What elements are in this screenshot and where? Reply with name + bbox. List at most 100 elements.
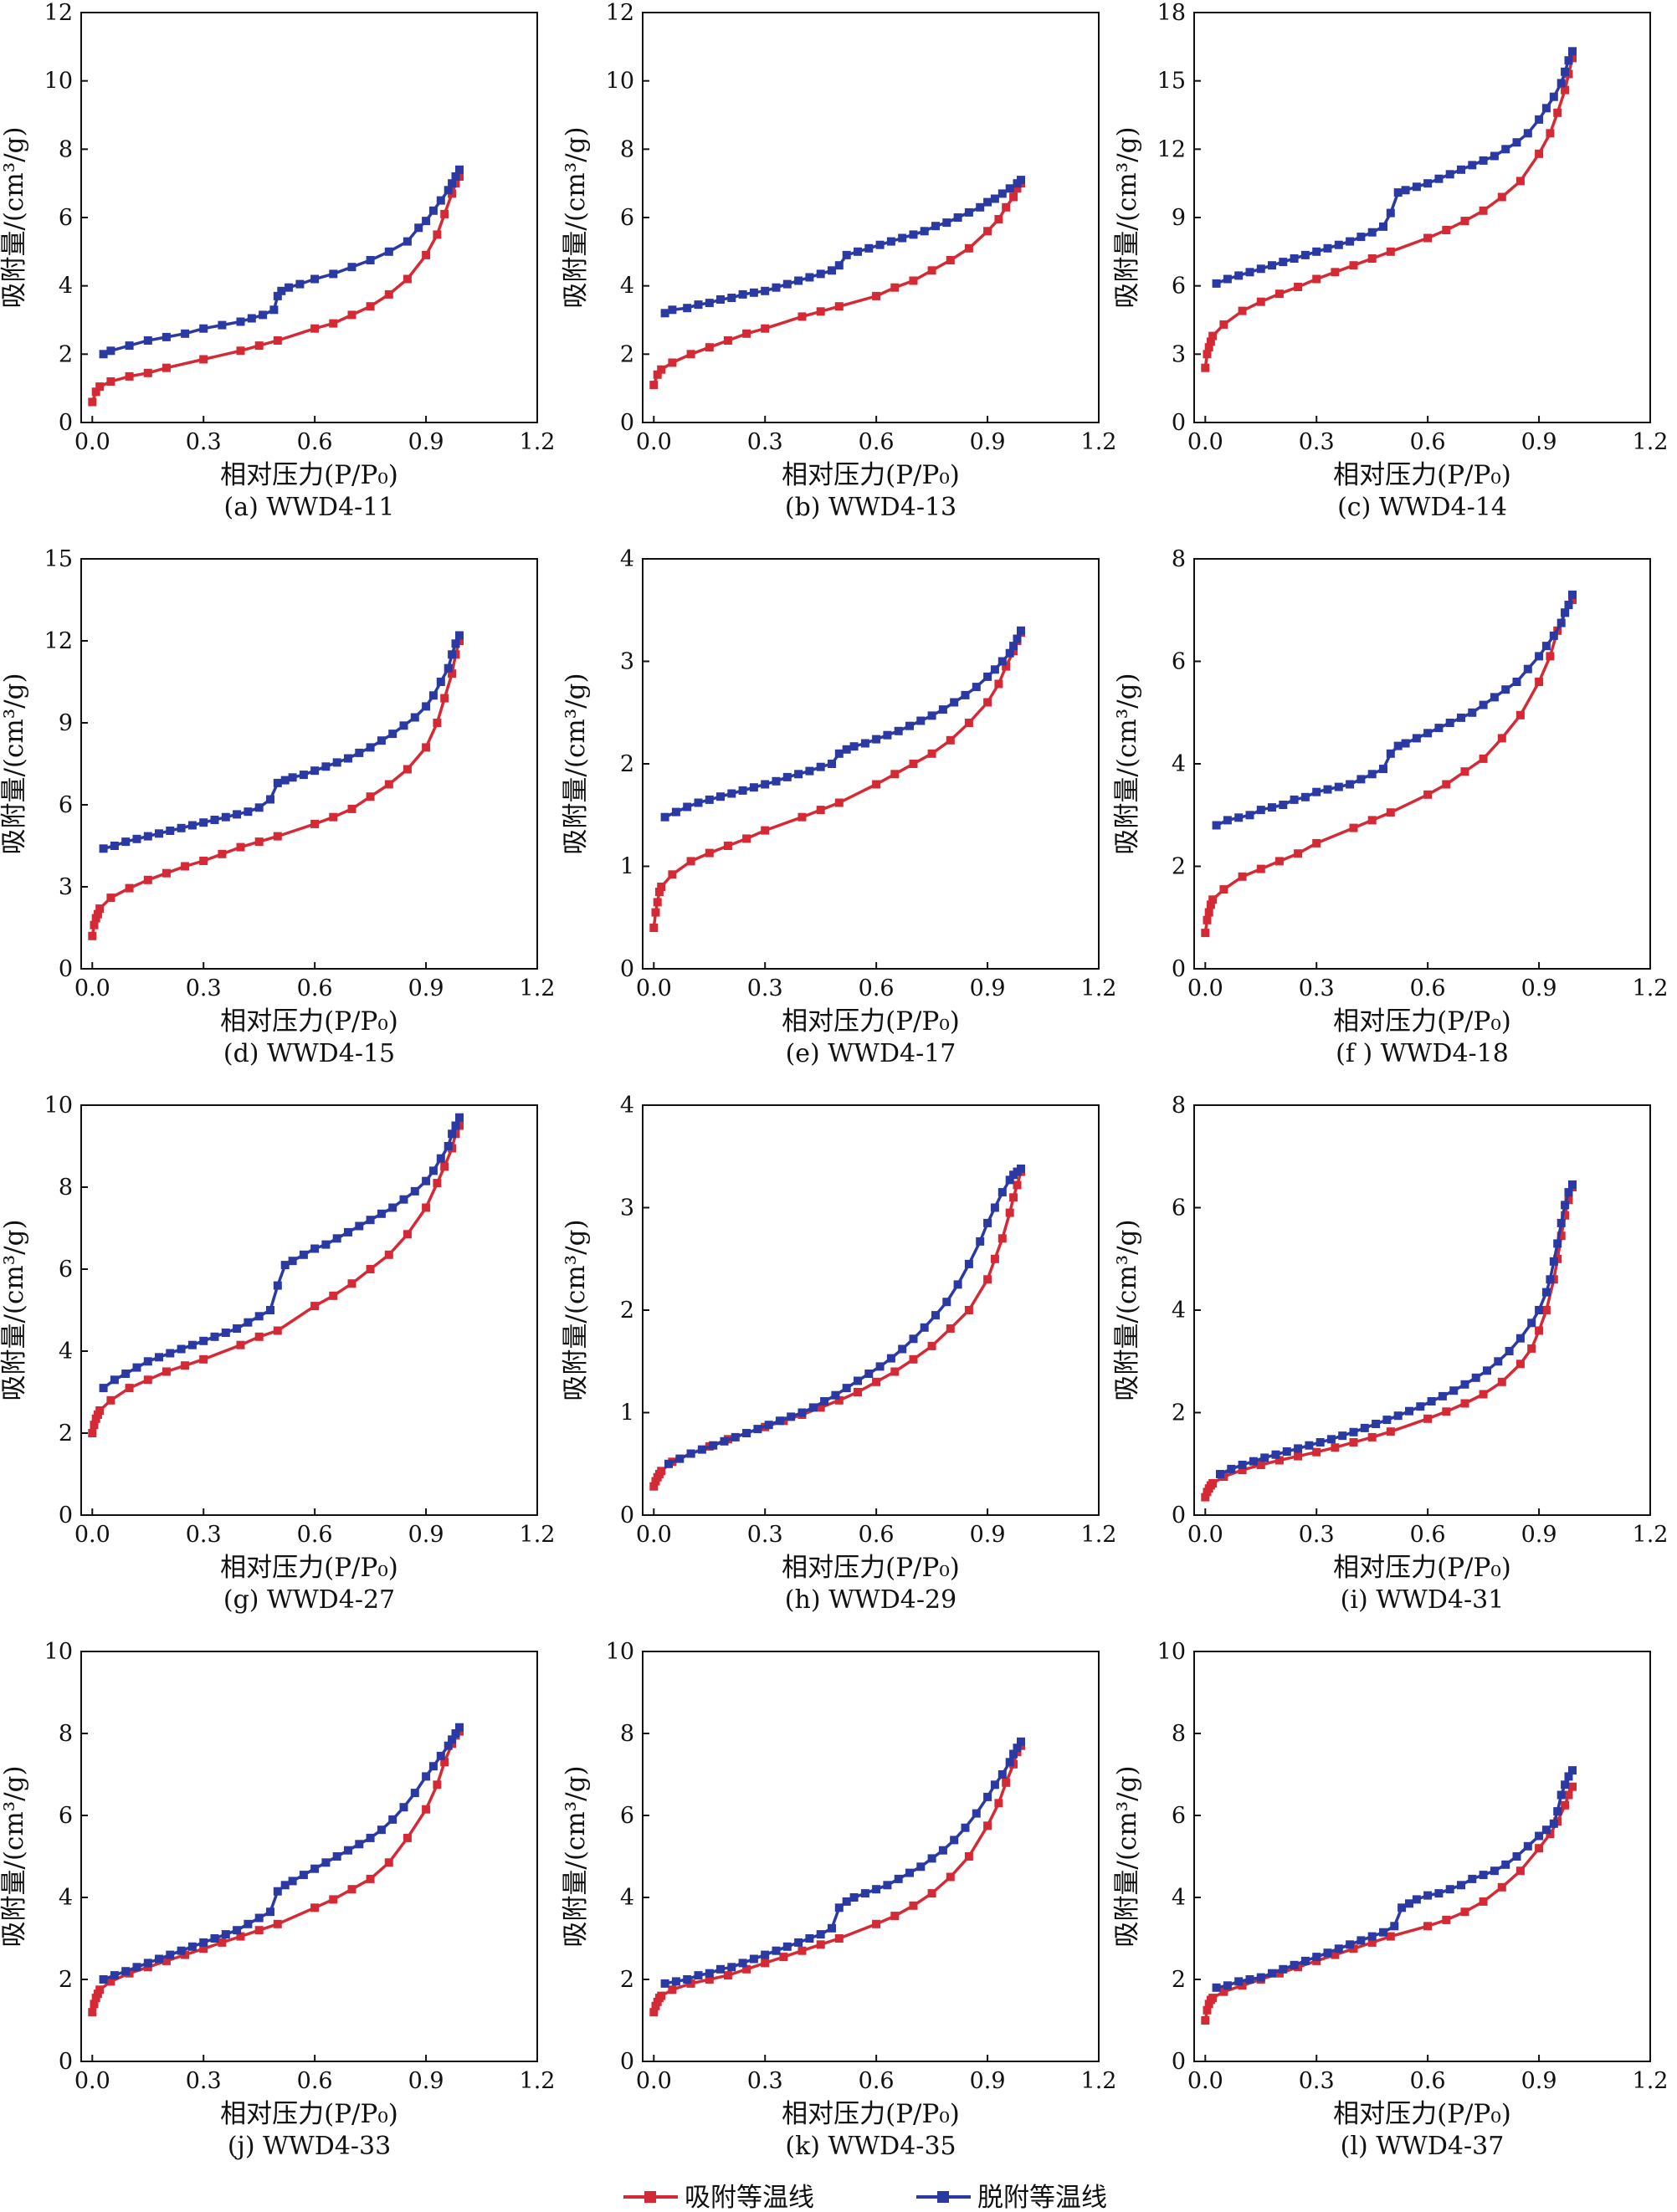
- desorption-point: [273, 291, 282, 300]
- desorption-point: [1490, 1866, 1499, 1876]
- desorption-point: [366, 1833, 375, 1842]
- plot-frame: [1193, 1651, 1651, 2062]
- x-tick-label: 1.2: [1633, 2068, 1669, 2094]
- adsorption-point: [1203, 2005, 1212, 2015]
- desorption-point: [1393, 1411, 1403, 1421]
- adsorption-point: [994, 1799, 1003, 1808]
- desorption-point: [210, 816, 219, 824]
- adsorption-point: [403, 1833, 412, 1842]
- adsorption-point: [1479, 206, 1488, 215]
- x-axis-title: 相对压力(P/P₀): [220, 460, 398, 490]
- desorption-series-line: [102, 1726, 461, 1981]
- y-axis-title: 吸附量/(cm³/g): [0, 1219, 29, 1400]
- adsorption-point: [1208, 331, 1218, 341]
- adsorption-point: [668, 358, 677, 367]
- desorption-point: [428, 691, 438, 700]
- desorption-point: [1279, 258, 1288, 267]
- desorption-point: [1013, 179, 1022, 188]
- desorption-point: [842, 745, 851, 754]
- x-tick-label: 0.0: [74, 1522, 110, 1548]
- y-tick-label: 8: [1172, 1721, 1186, 1747]
- adsorption-point: [329, 812, 338, 822]
- desorption-point: [1227, 1464, 1236, 1473]
- desorption-point: [1326, 1435, 1336, 1444]
- desorption-point: [321, 1240, 331, 1249]
- desorption-point: [772, 1946, 781, 1955]
- desorption-point: [990, 194, 999, 203]
- desorption-point: [1005, 1175, 1014, 1185]
- adsorption-point: [890, 1367, 900, 1376]
- plot-frame: [80, 1651, 538, 2062]
- adsorption-point: [1013, 1180, 1022, 1190]
- desorption-point: [132, 1363, 141, 1372]
- desorption-point: [1561, 608, 1570, 617]
- y-tick-label: 10: [44, 1639, 73, 1665]
- adsorption-point: [1568, 596, 1577, 604]
- adsorption-point: [649, 1482, 659, 1491]
- desorption-point: [310, 1244, 320, 1253]
- adsorption-point: [797, 1946, 807, 1955]
- desorption-point: [794, 276, 803, 285]
- desorption-point: [1360, 1423, 1369, 1432]
- adsorption-point: [779, 1953, 788, 1962]
- desorption-point: [1390, 1922, 1399, 1931]
- adsorption-point: [254, 341, 264, 351]
- y-tick-label: 2: [59, 1967, 73, 1993]
- desorption-point: [410, 713, 419, 722]
- x-tick-label: 0.0: [1187, 429, 1223, 455]
- adsorption-point: [1386, 1427, 1395, 1436]
- panel-caption: (h) WWD4-29: [785, 1585, 956, 1615]
- desorption-point: [288, 1257, 297, 1266]
- y-tick-label: 2: [620, 1967, 634, 1993]
- adsorption-point: [964, 243, 973, 253]
- adsorption-point: [1208, 1479, 1218, 1487]
- desorption-point: [1271, 1450, 1280, 1459]
- adsorption-point: [997, 1234, 1007, 1243]
- desorption-point: [1356, 233, 1366, 242]
- desorption-point: [997, 189, 1007, 198]
- desorption-point: [1005, 1758, 1014, 1767]
- adsorption-point: [384, 289, 393, 299]
- desorption-point: [121, 1370, 131, 1378]
- desorption-point: [1367, 228, 1377, 237]
- desorption-point: [1405, 1406, 1413, 1416]
- plot-frame: [642, 1651, 1100, 2062]
- adsorption-point: [1497, 192, 1506, 202]
- adsorption-point: [403, 274, 412, 284]
- adsorption-point: [1423, 790, 1433, 799]
- adsorption-point: [88, 2008, 97, 2017]
- adsorption-point: [1331, 1950, 1340, 1959]
- y-tick-label: 8: [620, 1721, 634, 1747]
- adsorption-point: [705, 848, 714, 858]
- adsorption-point: [1256, 1461, 1265, 1469]
- adsorption-point: [1274, 289, 1284, 299]
- x-axis-title: 相对压力(P/P₀): [782, 2099, 960, 2129]
- desorption-point: [905, 1868, 914, 1877]
- adsorption-point: [816, 1940, 825, 1949]
- adsorption-point: [1256, 297, 1265, 306]
- desorption-point: [997, 1770, 1007, 1779]
- adsorption-point: [199, 1354, 208, 1364]
- adsorption-point: [310, 819, 320, 828]
- adsorption-point: [1219, 885, 1228, 894]
- plot-frame: [642, 558, 1100, 970]
- adsorption-point: [1238, 1466, 1247, 1475]
- desorption-point: [254, 1312, 264, 1321]
- adsorption-point: [1527, 1344, 1536, 1353]
- adsorption-point: [890, 1912, 900, 1921]
- desorption-point: [1564, 1772, 1573, 1781]
- y-tick-label: 2: [620, 341, 634, 367]
- y-tick-label: 6: [1172, 1803, 1186, 1829]
- desorption-point: [927, 711, 936, 720]
- adsorption-point: [983, 1821, 992, 1831]
- adsorption-point: [1460, 1907, 1469, 1917]
- desorption-point: [1009, 1170, 1018, 1180]
- x-tick-label: 0.6: [1410, 1522, 1446, 1548]
- y-tick-label: 12: [1157, 136, 1186, 162]
- desorption-point: [1393, 188, 1403, 197]
- legend-adsorption-marker: [644, 2191, 656, 2203]
- desorption-point: [273, 1281, 282, 1290]
- desorption-point: [1268, 803, 1276, 812]
- adsorption-point: [651, 908, 660, 917]
- desorption-point: [233, 1324, 242, 1333]
